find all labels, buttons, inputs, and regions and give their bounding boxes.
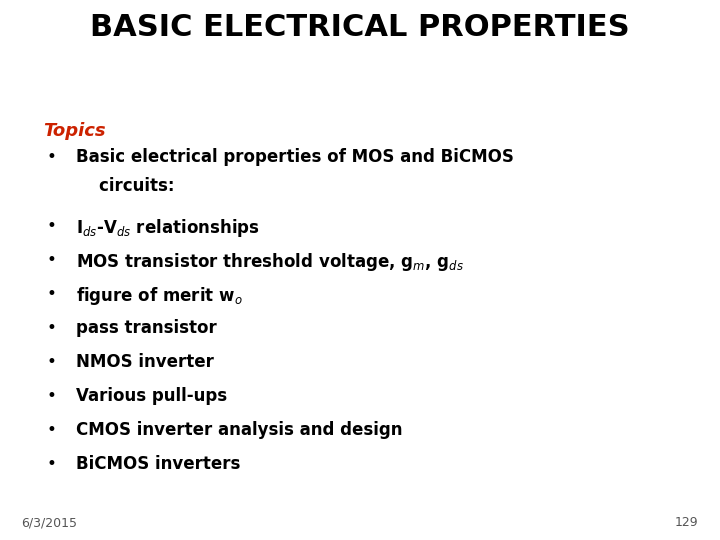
Text: 6/3/2015: 6/3/2015	[22, 516, 78, 529]
Text: CMOS inverter analysis and design: CMOS inverter analysis and design	[76, 421, 402, 438]
Text: •: •	[47, 319, 57, 336]
Text: •: •	[47, 148, 57, 166]
Text: figure of merit w$_{o}$: figure of merit w$_{o}$	[76, 285, 243, 307]
Text: MOS transistor threshold voltage, g$_{m}$, g$_{ds}$: MOS transistor threshold voltage, g$_{m}…	[76, 251, 464, 273]
Text: 129: 129	[675, 516, 698, 529]
Text: •: •	[47, 455, 57, 472]
Text: Topics: Topics	[43, 122, 106, 139]
Text: •: •	[47, 387, 57, 404]
Text: Various pull-ups: Various pull-ups	[76, 387, 227, 404]
Text: circuits:: circuits:	[76, 178, 174, 195]
Text: Basic electrical properties of MOS and BiCMOS: Basic electrical properties of MOS and B…	[76, 148, 513, 166]
Text: •: •	[47, 251, 57, 268]
Text: NMOS inverter: NMOS inverter	[76, 353, 213, 370]
Text: BASIC ELECTRICAL PROPERTIES: BASIC ELECTRICAL PROPERTIES	[90, 14, 630, 43]
Text: •: •	[47, 217, 57, 234]
Text: I$_{ds}$-V$_{ds}$ relationships: I$_{ds}$-V$_{ds}$ relationships	[76, 217, 259, 239]
Text: pass transistor: pass transistor	[76, 319, 216, 336]
Text: •: •	[47, 285, 57, 302]
Text: •: •	[47, 421, 57, 438]
Text: BiCMOS inverters: BiCMOS inverters	[76, 455, 240, 472]
Text: •: •	[47, 353, 57, 370]
